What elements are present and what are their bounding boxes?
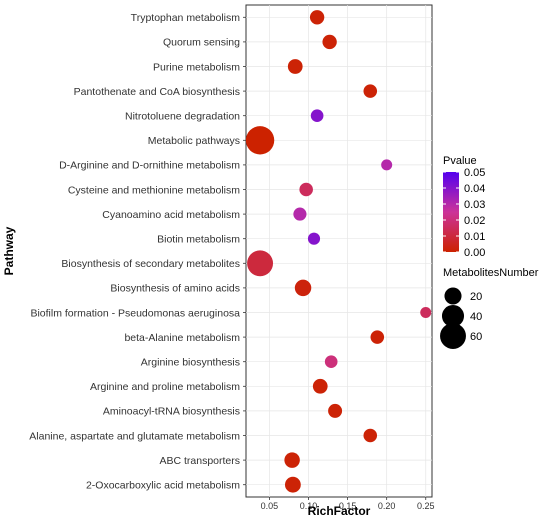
data-point [309, 10, 325, 25]
y-tick-labels: Tryptophan metabolism Quorum sensing Purin… [29, 12, 246, 492]
y-tick-label: Quorum sensing [163, 37, 240, 49]
x-tick-label: 0.15 [339, 501, 357, 511]
y-tick-label: Arginine biosynthesis [141, 357, 240, 369]
colorbar-label: 0.02 [464, 215, 485, 227]
data-point [312, 378, 328, 394]
data-point [287, 59, 303, 74]
data-point [310, 109, 324, 123]
y-tick-label: D-Arginine and D-ornithine metabolism [59, 160, 240, 172]
colorbar-label: 0.00 [464, 247, 485, 259]
data-point [381, 159, 393, 171]
metabolites-legend-title: MetabolitesNumber [443, 267, 539, 279]
data-point [363, 84, 378, 98]
size-legend-dot [441, 304, 465, 328]
size-legend-dot [444, 287, 462, 305]
x-axis-title: RichFactor [308, 504, 371, 518]
data-point [420, 306, 432, 319]
y-tick-label: Aminoacyl-tRNA biosynthesis [103, 406, 240, 418]
pvalue-colorbar [443, 172, 459, 252]
y-axis-title: Pathway [2, 226, 16, 275]
x-tick-label: 0.05 [261, 501, 279, 511]
data-point [370, 330, 385, 344]
y-tick-label: Nitrotoluene degradation [125, 111, 240, 123]
x-tick-label: 0.20 [378, 501, 396, 511]
y-tick-label: Arginine and proline metabolism [90, 381, 240, 393]
y-tick-label: Tryptophan metabolism [131, 12, 241, 24]
colorbar-label: 0.05 [464, 167, 485, 179]
x-tick-label: 0.25 [417, 501, 435, 511]
y-tick-label: ABC transporters [159, 455, 240, 467]
data-point [328, 403, 343, 418]
y-tick-label: Biosynthesis of secondary metabolites [61, 258, 240, 270]
data-point [293, 207, 307, 221]
y-tick-label: Biofilm formation - Pseudomonas aerugino… [30, 307, 240, 319]
data-point [324, 355, 338, 369]
y-tick-label: Cysteine and methionine metabolism [68, 184, 240, 196]
data-points [245, 10, 432, 493]
y-tick-label: Biosynthesis of amino acids [110, 283, 240, 295]
data-point [284, 476, 301, 493]
x-tick-labels: 0.05 0.10 0.15 0.20 0.25 [261, 497, 435, 511]
size-legend-label: 40 [470, 311, 482, 323]
y-tick-label: Alanine, aspartate and glutamate metabol… [29, 430, 240, 442]
y-tick-label: Metabolic pathways [148, 135, 240, 147]
colorbar-label: 0.01 [464, 231, 485, 243]
gridlines [246, 5, 432, 497]
pvalue-legend: Pvalue 0.05 0.04 0.03 0.02 0.01 0.00 [443, 155, 485, 259]
y-tick-label: beta-Alanine metabolism [124, 332, 240, 344]
colorbar-label: 0.03 [464, 199, 485, 211]
size-legend-label: 60 [470, 331, 482, 343]
data-point [284, 452, 300, 468]
colorbar-label: 0.04 [464, 183, 485, 195]
y-tick-label: 2-Oxocarboxylic acid metabolism [86, 480, 240, 492]
data-point [307, 232, 321, 245]
data-point [245, 126, 275, 155]
data-point [294, 279, 312, 297]
data-point [363, 428, 378, 443]
size-legend-label: 20 [470, 291, 482, 303]
y-tick-label: Pantothenate and CoA biosynthesis [74, 86, 240, 98]
size-legend-dot [440, 323, 466, 349]
x-tick-label: 0.10 [300, 501, 318, 511]
pvalue-legend-title: Pvalue [443, 155, 477, 167]
data-point [322, 34, 337, 50]
metabolites-legend: MetabolitesNumber 20 40 60 [440, 267, 539, 349]
data-point [299, 182, 313, 197]
plot-panel [245, 4, 433, 498]
y-tick-label: Cyanoamino acid metabolism [102, 209, 240, 221]
data-point [247, 250, 274, 277]
y-tick-label: Biotin metabolism [157, 234, 240, 246]
y-tick-label: Purine metabolism [153, 61, 240, 73]
